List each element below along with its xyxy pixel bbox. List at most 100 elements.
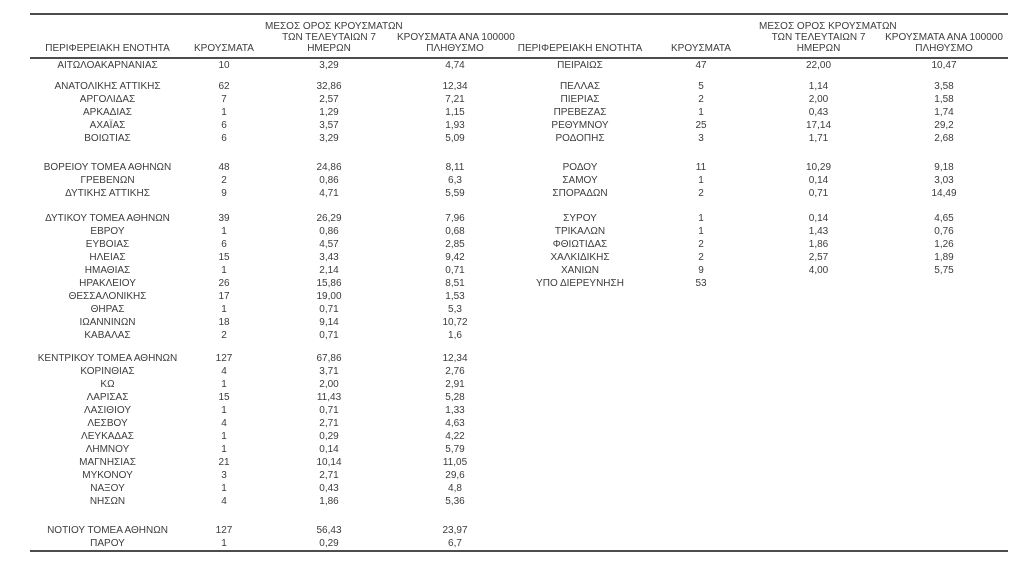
cell-region-right [515,404,645,417]
cell-cases-right: 1 [698,226,704,237]
header-region-right: ΠΕΡΙΦΕΡΕΙΑΚΗ ΕΝΟΤΗΤΑ [515,14,645,59]
cell-avg7-left: 3,29 [319,133,339,144]
cell-per100k-left: 5,36 [445,496,465,507]
cell-per100k-left: 23,97 [442,525,468,536]
cell-per100k-right [880,316,1008,329]
cell-cases-left: 6 [221,120,227,131]
cell-region-left: ΚΑΒΑΛΑΣ [84,330,131,341]
cell-region-right [515,316,645,329]
cell-cases-left: 1 [221,405,227,416]
table-row: ΝΑΞΟΥ 1 0,43 4,8 [30,482,1008,495]
cell-avg7-left: 0,43 [319,483,339,494]
cell-region-right: ΦΘΙΩΤΙΔΑΣ [552,239,608,250]
cell-cases-left: 127 [215,353,233,364]
cell-per100k-left: 4,74 [445,60,465,71]
cell-avg7-right: 4,00 [808,265,829,276]
cell-region-right [515,524,645,537]
cell-avg7-right [757,277,880,290]
cell-cases-left: 15 [218,252,230,263]
cell-cases-left: 4 [221,366,227,377]
cell-per100k-left: 5,59 [445,188,465,199]
cell-cases-right [645,378,757,391]
cell-avg7-left: 2,71 [319,470,339,481]
cell-per100k-right [880,303,1008,316]
cell-avg7-left: 32,86 [316,81,342,92]
header-avg7-left-line3: ΗΜΕΡΩΝ [307,43,351,54]
cell-avg7-left: 2,00 [319,379,339,390]
cell-region-left: ΛΕΣΒΟΥ [87,418,128,429]
cell-region-right: ΡΕΘΥΜΝΟΥ [551,120,609,131]
cell-avg7-left: 15,86 [316,278,342,289]
header-avg7-right-line2: ΤΩΝ ΤΕΛΕΥΤΑΙΩΝ 7 [771,32,866,43]
spacer-row [30,342,1008,352]
cell-region-right: ΠΙΕΡΙΑΣ [560,94,600,105]
cell-avg7-left: 2,57 [319,94,339,105]
cell-per100k-left: 8,11 [445,162,465,173]
cell-cases-left: 17 [218,291,230,302]
cell-avg7-left: 9,14 [319,317,339,328]
table-row: ΝΗΣΩΝ 4 1,86 5,36 [30,495,1008,508]
cell-per100k-left: 9,42 [445,252,465,263]
cell-region-right [515,495,645,508]
cell-per100k-right [880,277,1008,290]
spacer-cell [30,342,1008,352]
cell-region-right [515,430,645,443]
cell-avg7-right: 0,14 [808,175,829,186]
table-row: ΑΧΑΪΑΣ 6 3,57 1,93 ΡΕΘΥΜΝΟΥ 25 17,14 29,2 [30,119,1008,132]
cell-per100k-left: 12,34 [442,353,468,364]
cell-cases-left: 6 [221,133,227,144]
cell-per100k-left: 1,15 [445,107,465,118]
header-avg7-left-line1: ΜΕΣΟΣ ΟΡΟΣ ΚΡΟΥΣΜΑΤΩΝ [265,21,403,32]
cell-cases-right: 2 [698,94,704,105]
cell-per100k-left: 29,6 [445,470,465,481]
cell-avg7-right: 0,43 [808,107,829,118]
cell-cases-right [645,469,757,482]
cell-region-right [515,365,645,378]
table-row: ΚΕΝΤΡΙΚΟΥ ΤΟΜΕΑ ΑΘΗΝΩΝ 127 67,86 12,34 [30,352,1008,365]
cell-region-left: ΒΟΙΩΤΙΑΣ [84,133,131,144]
spacer-row [30,508,1008,524]
header-avg7-right: ΜΕΣΟΣ ΟΡΟΣ ΚΡΟΥΣΜΑΤΩΝ ΤΩΝ ΤΕΛΕΥΤΑΙΩΝ 7 Η… [757,14,897,59]
cell-per100k-right [880,430,1008,443]
cell-per100k-left: 6,7 [448,538,462,549]
cell-region-right: ΥΠΟ ΔΙΕΡΕΥΝΗΣΗ [536,278,624,289]
cell-per100k-left: 1,93 [445,120,465,131]
cell-per100k-right [880,417,1008,430]
cell-per100k-right: 2,68 [934,133,954,144]
cell-avg7-left: 3,29 [319,60,339,71]
cell-per100k-right: 1,89 [934,252,954,263]
cell-cases-right [645,391,757,404]
cell-cases-right: 25 [695,120,707,131]
spacer-cell [30,145,1008,161]
cell-per100k-left: 10,72 [442,317,468,328]
cell-avg7-right [757,404,880,417]
cell-avg7-left: 3,43 [319,252,339,263]
cell-avg7-right [757,329,880,342]
cell-cases-left: 1 [221,226,227,237]
cell-cases-right: 3 [698,133,704,144]
cell-region-left: ΚΟΡΙΝΘΙΑΣ [80,366,135,377]
cell-region-left: ΑΙΤΩΛΟΑΚΑΡΝΑΝΙΑΣ [57,60,158,71]
cell-per100k-left: 1,33 [445,405,465,416]
cell-avg7-right [757,495,880,508]
cell-per100k-left: 5,28 [445,392,465,403]
cell-region-right [515,456,645,469]
cell-avg7-left: 0,86 [319,226,339,237]
cell-per100k-right: 0,76 [934,226,954,237]
cell-cases-right: 2 [698,188,704,199]
cell-avg7-left: 2,71 [319,418,339,429]
cell-per100k-left: 5,3 [448,304,462,315]
table-row: ΗΜΑΘΙΑΣ 1 2,14 0,71 ΧΑΝΙΩΝ 9 4,00 5,75 [30,264,1008,277]
cell-cases-right [645,404,757,417]
cell-per100k-left: 8,51 [445,278,465,289]
header-avg7-right-line1: ΜΕΣΟΣ ΟΡΟΣ ΚΡΟΥΣΜΑΤΩΝ [759,21,897,32]
header-avg7-right-line3: ΗΜΕΡΩΝ [796,43,841,54]
cell-avg7-left: 0,29 [319,538,339,549]
cell-cases-right [645,365,757,378]
cell-per100k-left: 12,34 [442,81,468,92]
cell-cases-left: 1 [221,107,227,118]
cell-cases-left: 6 [221,239,227,250]
cell-per100k-left: 2,85 [445,239,465,250]
table-row: ΛΗΜΝΟΥ 1 0,14 5,79 [30,443,1008,456]
cell-avg7-right [757,303,880,316]
